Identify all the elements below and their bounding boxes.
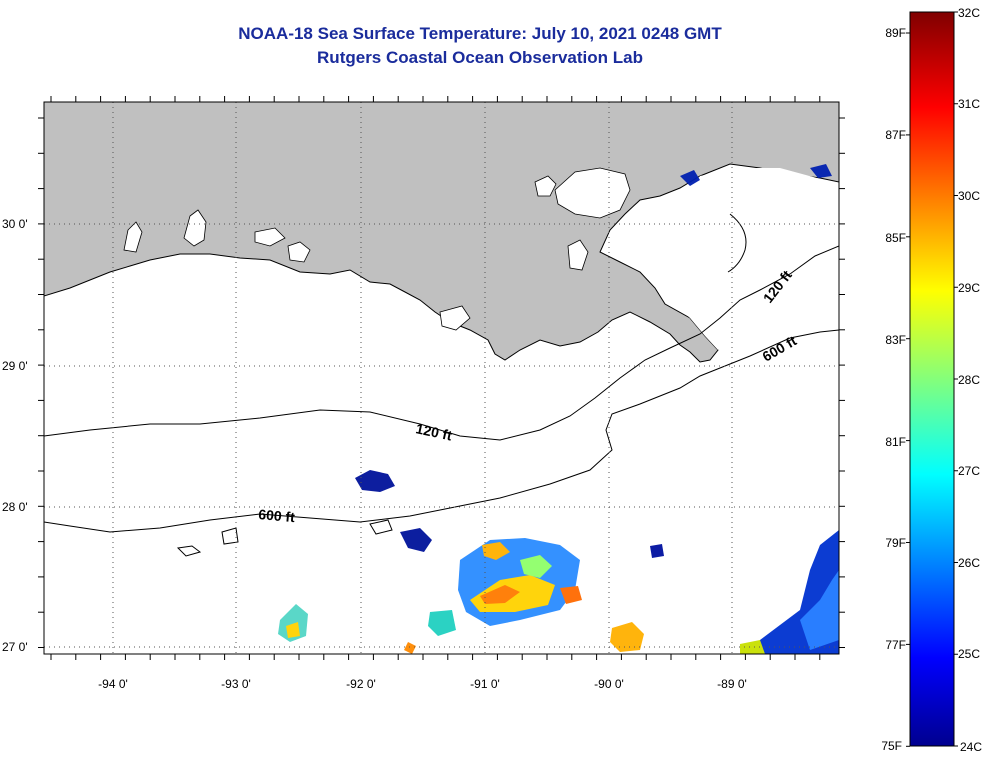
- colorbar-c-label: 26C: [958, 556, 980, 570]
- colorbar-f-label: 89F: [885, 26, 906, 40]
- isobath-600ft-fragment: [176, 519, 393, 557]
- colorbar-c-label: 24C: [960, 740, 982, 754]
- bay-inlet: [439, 305, 471, 331]
- land-mass: [44, 102, 839, 363]
- lat-label: 30 0': [2, 217, 28, 231]
- bay-inlet: [567, 239, 589, 271]
- colorbar-c-label: 30C: [958, 189, 980, 203]
- colorbar-c-label: 25C: [958, 647, 980, 661]
- lat-label: 29 0': [2, 359, 28, 373]
- colorbar-c-label: 27C: [958, 464, 980, 478]
- colorbar: [909, 11, 955, 747]
- grand-lake: [254, 227, 286, 247]
- sst-patches: [278, 164, 839, 654]
- lon-label: -94 0': [98, 677, 128, 691]
- colorbar-f-label: 85F: [885, 231, 906, 245]
- colorbar-c-label: 31C: [958, 97, 980, 111]
- lon-label: -90 0': [594, 677, 624, 691]
- sabine-lake: [123, 221, 143, 253]
- colorbar-f-label: 83F: [885, 333, 906, 347]
- colorbar-f-label: 77F: [885, 638, 906, 652]
- graticule: [44, 102, 839, 654]
- map-subtitle: Rutgers Coastal Ocean Observation Lab: [317, 48, 643, 67]
- lon-label: -89 0': [717, 677, 747, 691]
- colorbar-c-label: 32C: [958, 6, 980, 20]
- lake-pontchartrain: [554, 167, 631, 219]
- white-lake: [287, 241, 311, 263]
- chandeleur-sound: [640, 168, 839, 350]
- lat-label: 27 0': [2, 640, 28, 654]
- colorbar-ticks: [906, 11, 958, 747]
- colorbar-c-label: 28C: [958, 373, 980, 387]
- map-title: NOAA-18 Sea Surface Temperature: July 10…: [238, 24, 722, 43]
- lon-label: -91 0': [470, 677, 500, 691]
- contour-label-120ft: 120 ft: [414, 420, 453, 443]
- colorbar-f-label: 87F: [885, 128, 906, 142]
- calcasieu-lake: [183, 209, 207, 247]
- colorbar-f-label: 75F: [881, 739, 902, 753]
- lon-label: -93 0': [221, 677, 251, 691]
- map-frame: [43, 101, 840, 655]
- isobath-120ft: [44, 245, 839, 441]
- colorbar-f-label: 79F: [885, 536, 906, 550]
- colorbar-f-label: 81F: [885, 435, 906, 449]
- colorbar-c-label: 29C: [958, 281, 980, 295]
- contour-label-600ft: 600 ft: [258, 506, 296, 525]
- lon-label: -92 0': [346, 677, 376, 691]
- lat-label: 28 0': [2, 500, 28, 514]
- lake-maurepas: [534, 175, 557, 197]
- tick-marks: [38, 96, 845, 660]
